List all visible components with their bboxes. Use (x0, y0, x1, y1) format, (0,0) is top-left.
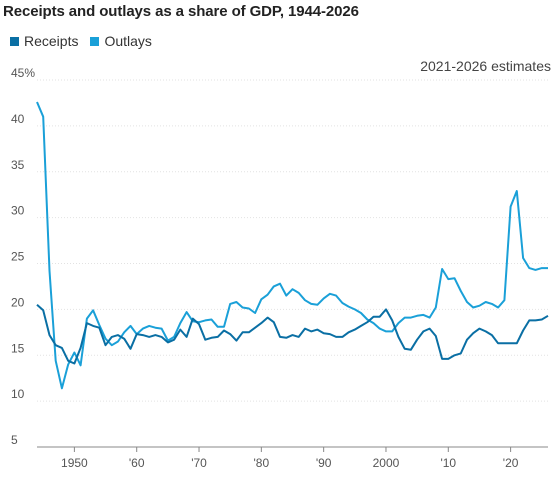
chart-title: Receipts and outlays as a share of GDP, … (3, 3, 359, 20)
legend: Receipts Outlays (10, 33, 152, 49)
legend-label-outlays: Outlays (104, 33, 152, 49)
y-tick-label: 25 (11, 250, 25, 264)
legend-label-receipts: Receipts (24, 33, 79, 49)
x-tick-label: '70 (191, 456, 207, 470)
x-tick-label: '60 (129, 456, 145, 470)
x-tick-label: 1950 (61, 456, 88, 470)
y-tick-label: 35 (11, 158, 25, 172)
y-tick-label: 5 (11, 433, 18, 447)
x-tick-label: '20 (503, 456, 519, 470)
y-tick-label: 40 (11, 112, 25, 126)
outlays-swatch-icon (90, 36, 100, 46)
outlays-line (36, 101, 548, 390)
x-tick-label: '90 (316, 456, 332, 470)
y-tick-label: 10 (11, 387, 25, 401)
y-tick-label: 20 (11, 295, 25, 309)
legend-item-outlays: Outlays (90, 33, 152, 49)
x-tick-label: '80 (254, 456, 270, 470)
x-tick-label: 2000 (373, 456, 400, 470)
receipts-line (36, 304, 549, 365)
legend-item-receipts: Receipts (10, 33, 78, 49)
estimates-note: 2021-2026 estimates (420, 58, 551, 74)
y-tick-label: 45% (11, 66, 35, 80)
receipts-swatch-icon (10, 36, 19, 46)
y-tick-label: 30 (11, 204, 25, 218)
y-tick-label: 15 (11, 341, 25, 355)
x-tick-label: '10 (440, 456, 456, 470)
